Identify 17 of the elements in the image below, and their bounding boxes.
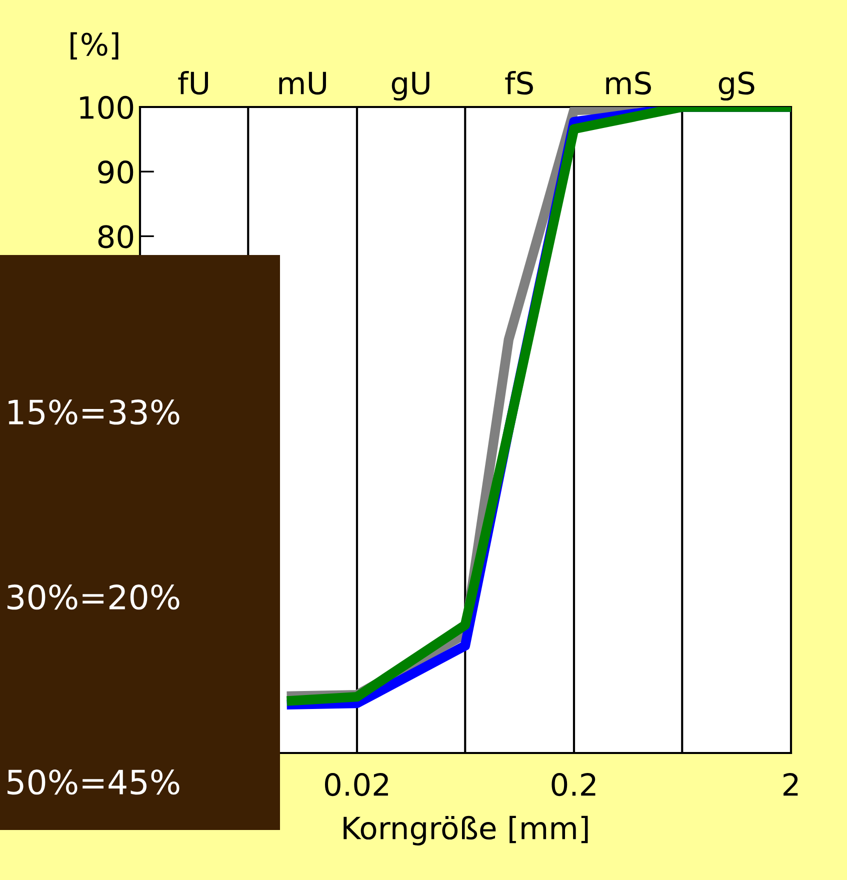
text: fU xyxy=(178,70,208,95)
text: gS xyxy=(718,72,754,101)
text: 50%=45% xyxy=(8,769,180,795)
x-tick-label: 0.02 xyxy=(325,772,388,796)
text: gU xyxy=(392,72,430,101)
y-tick-label: 80 xyxy=(98,225,134,248)
x-axis-title: Korngröße [mm] xyxy=(344,816,588,846)
x-tick-label: 2 xyxy=(784,772,798,796)
annotation: 30%=20% xyxy=(8,584,180,610)
annotation: 15%=33% xyxy=(8,399,180,425)
y-tick-label: 100 xyxy=(80,96,134,120)
text: fS xyxy=(505,70,533,95)
text: mU xyxy=(279,72,326,95)
x-tick-label: 0.2 xyxy=(552,772,596,796)
text: mS xyxy=(606,72,651,95)
y-tick-label: 90 xyxy=(98,160,134,184)
y-axis-title: [%] xyxy=(70,32,118,60)
